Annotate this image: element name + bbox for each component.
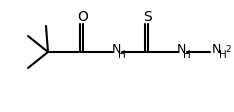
Text: H: H [219, 50, 227, 60]
Text: O: O [77, 10, 88, 24]
Text: H: H [183, 50, 191, 60]
Text: 2: 2 [225, 44, 231, 54]
Text: N: N [212, 42, 221, 56]
Text: N: N [111, 42, 121, 56]
Text: N: N [176, 42, 186, 56]
Text: H: H [118, 50, 126, 60]
Text: S: S [144, 10, 152, 24]
